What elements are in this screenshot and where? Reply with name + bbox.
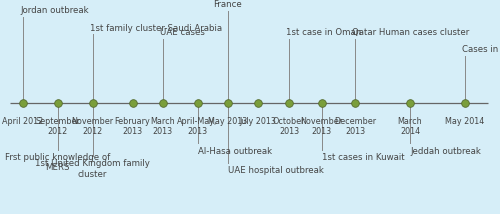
Text: February
2013: February 2013: [114, 117, 150, 136]
Text: October
2013: October 2013: [273, 117, 305, 136]
Text: November
2013: November 2013: [300, 117, 343, 136]
Text: Jordan outbreak: Jordan outbreak: [20, 6, 88, 15]
Text: April-May,
2013: April-May, 2013: [178, 117, 218, 136]
Text: Cases in United States: Cases in United States: [462, 45, 500, 54]
Text: 1st United Kingdom family
cluster: 1st United Kingdom family cluster: [35, 159, 150, 179]
Text: April 2012: April 2012: [2, 117, 43, 126]
Text: Healthcare facility outbreak-
France: Healthcare facility outbreak- France: [166, 0, 289, 9]
Text: 1st family cluster-Saudi Arabia: 1st family cluster-Saudi Arabia: [90, 24, 222, 33]
Text: Jeddah outbreak: Jeddah outbreak: [410, 147, 481, 156]
Text: November
2012: November 2012: [72, 117, 114, 136]
Text: March
2013: March 2013: [150, 117, 175, 136]
Text: December
2013: December 2013: [334, 117, 376, 136]
Text: UAE cases: UAE cases: [160, 28, 205, 37]
Text: July 2013: July 2013: [239, 117, 276, 126]
Text: Frst public knowledge of
MERS: Frst public knowledge of MERS: [5, 153, 110, 172]
Text: May 2013: May 2013: [208, 117, 247, 126]
Text: Qatar Human cases cluster: Qatar Human cases cluster: [352, 28, 470, 37]
Text: Al-Hasa outbreak: Al-Hasa outbreak: [198, 147, 272, 156]
Text: 1st cases in Kuwait: 1st cases in Kuwait: [322, 153, 404, 162]
Text: UAE hospital outbreak: UAE hospital outbreak: [228, 166, 324, 175]
Text: March
2014: March 2014: [398, 117, 422, 136]
Text: May 2014: May 2014: [446, 117, 484, 126]
Text: 1st case in Oman: 1st case in Oman: [286, 28, 362, 37]
Text: September
2012: September 2012: [35, 117, 80, 136]
